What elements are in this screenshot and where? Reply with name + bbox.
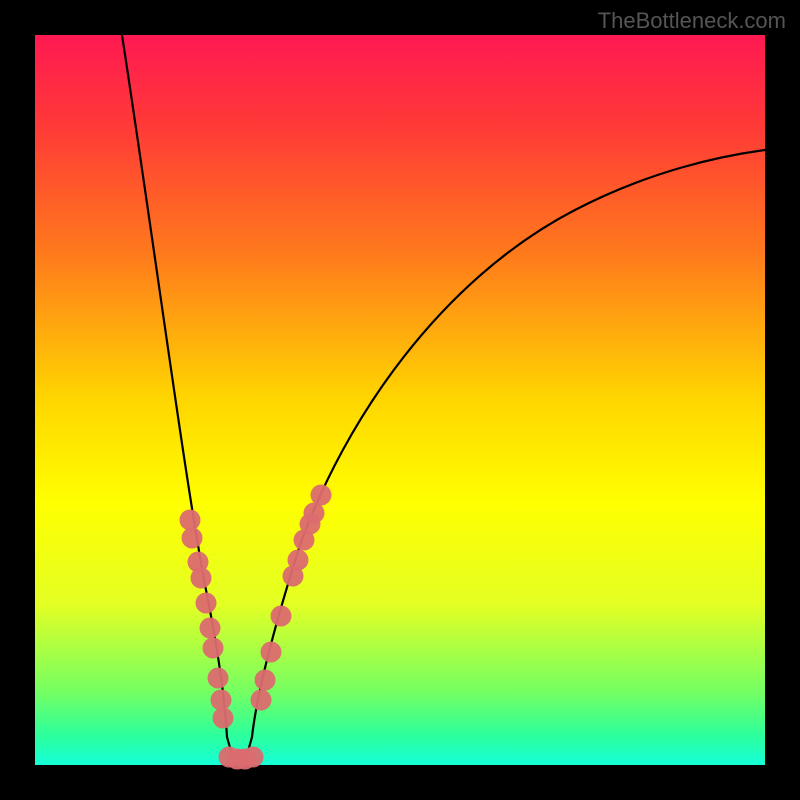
data-marker [208,668,229,689]
watermark-text: TheBottleneck.com [598,8,786,34]
data-marker [191,568,212,589]
data-marker [251,690,272,711]
data-marker [311,485,332,506]
data-marker [196,593,217,614]
data-marker [211,690,232,711]
data-marker [261,642,282,663]
data-marker [304,503,325,524]
data-marker [180,510,201,531]
data-marker [255,670,276,691]
bottleneck-chart [0,0,800,800]
data-markers-valley [219,747,264,770]
data-marker [213,708,234,729]
data-marker [288,550,309,571]
data-marker [203,638,224,659]
data-marker [243,747,264,768]
data-marker [182,528,203,549]
plot-background [35,35,765,765]
data-marker [200,618,221,639]
data-marker [271,606,292,627]
